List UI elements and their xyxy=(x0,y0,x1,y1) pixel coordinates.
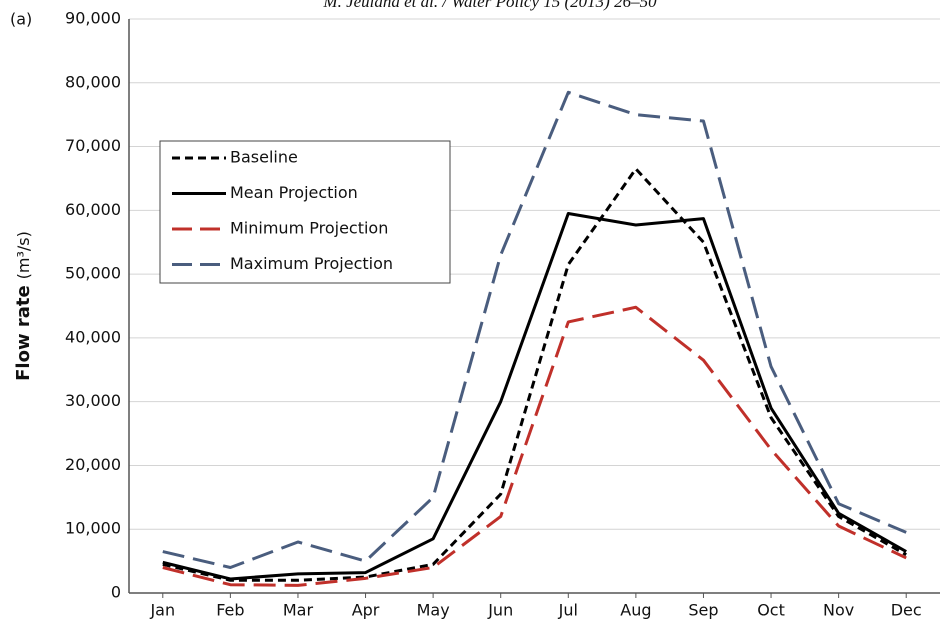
y-axis-title: Flow rate xyxy=(13,285,34,381)
legend-label: Minimum Projection xyxy=(230,219,388,238)
legend-label: Mean Projection xyxy=(230,183,358,202)
x-tick-label: Jan xyxy=(149,601,175,620)
x-tick-label: Sep xyxy=(688,601,718,620)
x-tick-label: Jul xyxy=(558,601,578,620)
x-tick-label: May xyxy=(417,601,450,620)
x-tick-label: Apr xyxy=(352,601,380,620)
y-tick-label: 50,000 xyxy=(65,264,121,283)
y-axis-unit: (m³/s) xyxy=(14,231,33,279)
x-tick-label: Mar xyxy=(283,601,314,620)
y-tick-label: 20,000 xyxy=(65,455,121,474)
y-tick-label: 70,000 xyxy=(65,136,121,155)
series-line xyxy=(162,212,907,581)
y-tick-label: 90,000 xyxy=(65,9,121,28)
y-tick-label: 40,000 xyxy=(65,327,121,346)
y-tick-label: 60,000 xyxy=(65,200,121,219)
y-axis-label: Flow rate (m³/s) xyxy=(13,231,34,381)
x-tick-label: Jun xyxy=(487,601,513,620)
y-tick-label: 80,000 xyxy=(65,72,121,91)
y-tick-label: 10,000 xyxy=(65,519,121,538)
legend-label: Baseline xyxy=(230,148,298,167)
legend-box xyxy=(159,140,451,284)
y-tick-label: 0 xyxy=(111,583,121,602)
x-tick-label: Nov xyxy=(823,601,854,620)
series-line xyxy=(162,167,907,582)
series-line xyxy=(162,90,907,569)
x-tick-label: Aug xyxy=(620,601,651,620)
x-tick-label: Dec xyxy=(891,601,922,620)
page-header: M. Jeuland et al. / Water Policy 15 (201… xyxy=(322,0,657,11)
series-line xyxy=(162,305,907,587)
x-tick-label: Feb xyxy=(216,601,244,620)
y-tick-label: 30,000 xyxy=(65,391,121,410)
x-tick-label: Oct xyxy=(757,601,785,620)
legend-label: Maximum Projection xyxy=(230,254,393,273)
panel-label: (a) xyxy=(10,10,32,29)
